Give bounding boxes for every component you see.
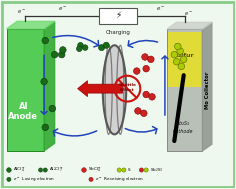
Circle shape <box>134 68 140 74</box>
Text: $e^-$: $e^-$ <box>17 8 26 16</box>
Circle shape <box>117 168 121 172</box>
Circle shape <box>103 42 109 48</box>
Text: Al
Anode: Al Anode <box>8 102 38 122</box>
Circle shape <box>142 54 148 60</box>
Circle shape <box>122 168 126 172</box>
Circle shape <box>58 51 65 58</box>
Circle shape <box>173 58 180 65</box>
Text: $e^-$  Losing electron: $e^-$ Losing electron <box>13 175 55 183</box>
Ellipse shape <box>103 45 126 134</box>
Circle shape <box>41 78 47 85</box>
Circle shape <box>143 65 149 72</box>
Text: $Sb_2S_3$
Cathode: $Sb_2S_3$ Cathode <box>173 119 193 134</box>
Circle shape <box>82 45 88 50</box>
Text: Al$_2$Cl$_7^-$: Al$_2$Cl$_7^-$ <box>50 166 64 174</box>
Circle shape <box>43 168 47 172</box>
Text: $e^-$: $e^-$ <box>156 5 165 13</box>
FancyBboxPatch shape <box>99 8 137 24</box>
Circle shape <box>140 110 147 117</box>
Circle shape <box>89 177 93 181</box>
Text: $e^-$  Receiving electron: $e^-$ Receiving electron <box>95 175 144 183</box>
Circle shape <box>59 47 66 53</box>
Circle shape <box>135 108 141 114</box>
Circle shape <box>149 94 155 100</box>
Circle shape <box>76 46 82 52</box>
Circle shape <box>177 48 183 54</box>
Circle shape <box>139 168 143 172</box>
Circle shape <box>148 56 154 63</box>
Circle shape <box>180 56 187 63</box>
Circle shape <box>49 105 56 112</box>
Text: $e^-$: $e^-$ <box>58 5 67 13</box>
FancyBboxPatch shape <box>7 29 44 151</box>
Circle shape <box>178 63 185 70</box>
Circle shape <box>42 37 49 44</box>
FancyBboxPatch shape <box>167 29 202 151</box>
Text: $e^-$: $e^-$ <box>184 10 193 18</box>
Text: Shuttle
Effect: Shuttle Effect <box>118 83 136 92</box>
Text: Sb$_2$S$_3$: Sb$_2$S$_3$ <box>150 166 164 174</box>
Polygon shape <box>44 21 55 151</box>
Circle shape <box>78 43 83 48</box>
Circle shape <box>51 51 58 58</box>
Polygon shape <box>7 21 55 29</box>
FancyArrow shape <box>78 81 123 97</box>
Text: Charging: Charging <box>105 29 131 35</box>
Circle shape <box>38 168 43 172</box>
FancyBboxPatch shape <box>169 33 201 87</box>
Circle shape <box>42 124 49 131</box>
Circle shape <box>175 43 181 50</box>
Text: S: S <box>128 168 131 172</box>
Circle shape <box>143 91 149 98</box>
Circle shape <box>144 168 148 172</box>
Circle shape <box>82 168 86 172</box>
Text: Mo Collector: Mo Collector <box>205 71 210 108</box>
Polygon shape <box>202 22 212 151</box>
Text: SbCl$_4^-$: SbCl$_4^-$ <box>88 166 102 174</box>
Polygon shape <box>167 22 212 29</box>
Text: Sulfur: Sulfur <box>172 53 194 58</box>
Circle shape <box>171 51 178 58</box>
Text: AlCl$_4^-$: AlCl$_4^-$ <box>13 166 26 174</box>
Text: ⚡: ⚡ <box>115 11 121 20</box>
Circle shape <box>7 168 11 172</box>
Circle shape <box>7 177 11 181</box>
Circle shape <box>98 45 105 51</box>
